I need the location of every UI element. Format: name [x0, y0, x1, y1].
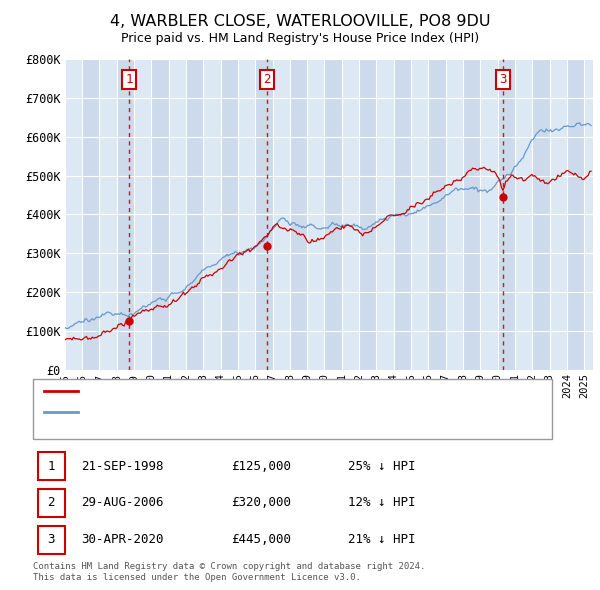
Bar	[497, 59, 515, 370]
Bar	[463, 59, 480, 370]
Text: 4, WARBLER CLOSE, WATERLOOVILLE, PO8 9DU: 4, WARBLER CLOSE, WATERLOOVILLE, PO8 9DU	[110, 14, 490, 29]
Text: 2: 2	[47, 496, 55, 509]
Bar	[584, 59, 600, 370]
Bar	[515, 59, 532, 370]
Text: 1: 1	[125, 73, 133, 86]
Bar	[394, 59, 411, 370]
Text: 2: 2	[263, 73, 271, 86]
Bar	[117, 59, 134, 370]
Bar	[134, 59, 151, 370]
Bar	[325, 59, 342, 370]
Bar	[82, 59, 100, 370]
Text: 29-AUG-2006: 29-AUG-2006	[81, 496, 163, 509]
Bar	[221, 59, 238, 370]
Bar	[290, 59, 307, 370]
Bar	[480, 59, 497, 370]
Text: 1: 1	[47, 460, 55, 473]
Bar	[342, 59, 359, 370]
Text: 12% ↓ HPI: 12% ↓ HPI	[348, 496, 415, 509]
Text: 25% ↓ HPI: 25% ↓ HPI	[348, 460, 415, 473]
Text: HPI: Average price, detached house, East Hampshire: HPI: Average price, detached house, East…	[84, 407, 409, 417]
Text: 4, WARBLER CLOSE, WATERLOOVILLE, PO8 9DU (detached house): 4, WARBLER CLOSE, WATERLOOVILLE, PO8 9DU…	[84, 386, 455, 396]
Bar	[203, 59, 221, 370]
Text: 30-APR-2020: 30-APR-2020	[81, 533, 163, 546]
Text: 3: 3	[47, 533, 55, 546]
Text: 21-SEP-1998: 21-SEP-1998	[81, 460, 163, 473]
Bar	[65, 59, 82, 370]
Bar	[151, 59, 169, 370]
Bar	[169, 59, 186, 370]
Bar	[359, 59, 376, 370]
Text: £320,000: £320,000	[231, 496, 291, 509]
Bar	[567, 59, 584, 370]
Bar	[411, 59, 428, 370]
Text: 21% ↓ HPI: 21% ↓ HPI	[348, 533, 415, 546]
Text: Contains HM Land Registry data © Crown copyright and database right 2024.: Contains HM Land Registry data © Crown c…	[33, 562, 425, 571]
Bar	[238, 59, 255, 370]
Bar	[376, 59, 394, 370]
Bar	[428, 59, 446, 370]
Text: Price paid vs. HM Land Registry's House Price Index (HPI): Price paid vs. HM Land Registry's House …	[121, 32, 479, 45]
Bar	[550, 59, 567, 370]
Bar	[100, 59, 117, 370]
Text: £445,000: £445,000	[231, 533, 291, 546]
Bar	[307, 59, 325, 370]
Bar	[272, 59, 290, 370]
Text: £125,000: £125,000	[231, 460, 291, 473]
Bar	[186, 59, 203, 370]
Text: 3: 3	[500, 73, 507, 86]
Bar	[446, 59, 463, 370]
Text: This data is licensed under the Open Government Licence v3.0.: This data is licensed under the Open Gov…	[33, 572, 361, 582]
Bar	[532, 59, 550, 370]
Bar	[255, 59, 272, 370]
